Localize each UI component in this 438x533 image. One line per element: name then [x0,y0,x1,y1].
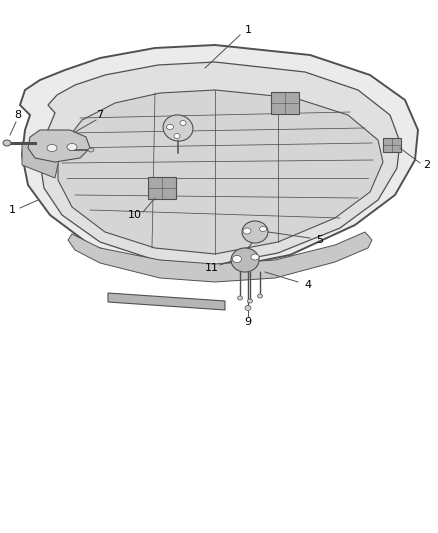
Ellipse shape [88,148,94,152]
Text: 10: 10 [128,210,142,220]
Ellipse shape [47,144,57,151]
PathPatch shape [28,130,90,162]
FancyBboxPatch shape [271,92,299,114]
Ellipse shape [247,299,252,303]
Ellipse shape [243,228,251,234]
Ellipse shape [233,255,241,262]
Ellipse shape [3,140,11,146]
Ellipse shape [242,221,268,243]
PathPatch shape [22,142,60,178]
Text: 7: 7 [96,110,103,120]
Ellipse shape [163,115,193,141]
Text: 11: 11 [205,263,219,273]
Ellipse shape [258,294,262,298]
Ellipse shape [231,248,259,272]
Ellipse shape [166,125,173,130]
Text: 1: 1 [244,25,251,35]
FancyBboxPatch shape [148,177,176,199]
FancyBboxPatch shape [383,138,401,152]
Ellipse shape [237,296,243,300]
PathPatch shape [58,90,383,254]
PathPatch shape [108,293,225,310]
Ellipse shape [259,227,266,231]
PathPatch shape [20,45,418,270]
Ellipse shape [174,133,180,139]
Ellipse shape [180,120,186,125]
Ellipse shape [67,143,77,150]
Text: 5: 5 [317,235,324,245]
Ellipse shape [251,254,259,260]
PathPatch shape [40,62,400,265]
Text: 2: 2 [424,160,431,170]
Text: 4: 4 [304,280,311,290]
Text: 1: 1 [8,205,15,215]
Ellipse shape [245,305,251,311]
PathPatch shape [68,232,372,282]
Text: 9: 9 [244,317,251,327]
Text: 8: 8 [14,110,21,120]
